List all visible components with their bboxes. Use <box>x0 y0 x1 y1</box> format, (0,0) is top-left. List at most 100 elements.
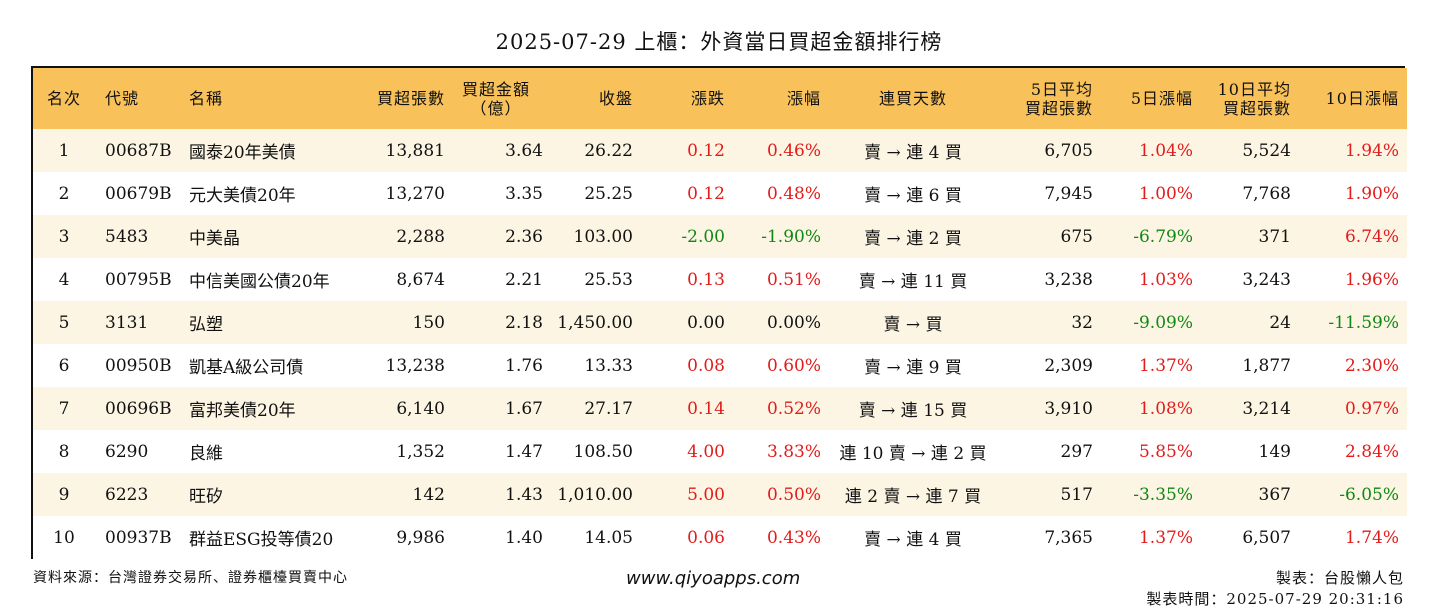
data-source: 資料來源：台灣證券交易所、證券櫃檯買賣中心 <box>33 570 348 586</box>
cell-rank: 10 <box>53 527 75 548</box>
cell-pct5: 1.08% <box>1138 398 1193 419</box>
cell-pct10: 2.30% <box>1344 355 1399 376</box>
cell-name: 旺矽 <box>189 487 223 507</box>
table-row: 10 00937B 群益ESG投等債20 9,986 1.40 14.05 0.06 0.43… <box>33 516 1407 559</box>
column-header-net-buy-lots: 買超張數 <box>376 89 445 108</box>
cell-pct: 3.83% <box>766 441 821 462</box>
cell-close: 13.33 <box>584 355 633 376</box>
cell-avg5: 675 <box>1060 226 1093 247</box>
cell-pct: 0.46% <box>766 140 821 161</box>
cell-name: 群益ESG投等債20 <box>189 530 334 550</box>
cell-pct: 0.48% <box>766 183 821 204</box>
column-header-change: 漲跌 <box>690 89 725 108</box>
cell-pct10: 1.74% <box>1344 527 1399 548</box>
cell-pct10: 0.97% <box>1344 398 1399 419</box>
cell-code: 3131 <box>105 312 149 333</box>
cell-close: 108.50 <box>573 441 633 462</box>
cell-close: 1,450.00 <box>557 312 633 333</box>
cell-change: 0.12 <box>687 140 725 161</box>
website-link[interactable]: www.qiyoapps.com <box>626 568 801 589</box>
cell-code: 5483 <box>105 226 149 247</box>
cell-rank: 4 <box>58 269 70 290</box>
cell-pct5: 1.00% <box>1138 183 1193 204</box>
cell-avg10: 149 <box>1258 441 1291 462</box>
cell-pct10: 1.96% <box>1344 269 1399 290</box>
timestamp-label: 製表時間：2025-07-29 20:31:16 <box>1146 590 1404 608</box>
ranking-table-container: 名次 代號 名稱 買超張數 買超金額 （億） 收盤 漲跌 漲幅 連買天數 5日平均 買超張數 5日漲幅 1… <box>31 66 1407 559</box>
column-header-code: 代號 <box>105 89 140 108</box>
cell-avg10: 24 <box>1269 312 1291 333</box>
cell-pct10: -6.05% <box>1339 484 1399 505</box>
cell-pct: 0.50% <box>766 484 821 505</box>
cell-net-buy-lots: 13,881 <box>385 140 445 161</box>
author-label: 製表：台股懶人包 <box>1275 569 1404 587</box>
cell-code: 00696B <box>105 398 172 419</box>
cell-name: 富邦美債20年 <box>189 401 296 421</box>
column-header-pct10: 10日漲幅 <box>1325 89 1399 108</box>
cell-pct5: 1.04% <box>1138 140 1193 161</box>
cell-change: 0.08 <box>687 355 725 376</box>
cell-avg10: 7,768 <box>1242 183 1291 204</box>
table-row: 8 6290 良維 1,352 1.47 108.50 4.00 3.83% 連 10 賣 → … <box>33 430 1407 473</box>
column-header-name: 名稱 <box>189 89 224 108</box>
ranking-table: 名次 代號 名稱 買超張數 買超金額 （億） 收盤 漲跌 漲幅 連買天數 5日平均 買超張數 5日漲幅 1… <box>33 68 1407 559</box>
column-header-avg10: 10日平均 買超張數 <box>1217 79 1291 118</box>
cell-streak: 賣 → 連 6 買 <box>864 186 962 206</box>
cell-avg5: 7,945 <box>1044 183 1093 204</box>
cell-close: 27.17 <box>584 398 633 419</box>
cell-close: 26.22 <box>584 140 633 161</box>
cell-streak: 賣 → 連 15 買 <box>858 401 968 421</box>
cell-avg5: 2,309 <box>1044 355 1093 376</box>
cell-code: 00950B <box>105 355 172 376</box>
cell-name: 中美晶 <box>189 229 240 249</box>
cell-pct: 0.52% <box>766 398 821 419</box>
cell-pct5: -9.09% <box>1133 312 1193 333</box>
cell-net-buy-amount: 1.47 <box>505 441 543 462</box>
cell-avg10: 6,507 <box>1242 527 1291 548</box>
cell-code: 6290 <box>105 441 149 462</box>
cell-pct: 0.60% <box>766 355 821 376</box>
cell-pct10: 6.74% <box>1344 226 1399 247</box>
column-header-avg5: 5日平均 買超張數 <box>1024 79 1093 118</box>
cell-pct: 0.51% <box>766 269 821 290</box>
cell-net-buy-lots: 6,140 <box>396 398 445 419</box>
cell-pct5: 5.85% <box>1138 441 1193 462</box>
cell-avg5: 3,910 <box>1044 398 1093 419</box>
cell-change: 0.00 <box>687 312 725 333</box>
cell-net-buy-lots: 13,238 <box>385 355 445 376</box>
cell-net-buy-amount: 2.21 <box>505 269 543 290</box>
cell-code: 6223 <box>105 484 149 505</box>
cell-net-buy-amount: 1.76 <box>505 355 543 376</box>
cell-rank: 1 <box>58 140 70 161</box>
cell-change: 0.13 <box>687 269 725 290</box>
cell-avg5: 6,705 <box>1044 140 1093 161</box>
cell-net-buy-lots: 142 <box>412 484 445 505</box>
table-row: 3 5483 中美晶 2,288 2.36 103.00 -2.00 -1.90% 賣 → 連 … <box>33 215 1407 258</box>
cell-code: 00687B <box>105 140 172 161</box>
table-row: 4 00795B 中信美國公債20年 8,674 2.21 25.53 0.13 0.51% 賣… <box>33 258 1407 301</box>
cell-rank: 7 <box>58 398 70 419</box>
cell-name: 元大美債20年 <box>189 186 296 206</box>
cell-net-buy-amount: 2.18 <box>505 312 543 333</box>
cell-rank: 2 <box>58 183 70 204</box>
cell-net-buy-amount: 3.64 <box>505 140 543 161</box>
cell-name: 凱基A級公司債 <box>189 358 304 378</box>
cell-avg5: 3,238 <box>1044 269 1093 290</box>
cell-streak: 賣 → 連 11 買 <box>858 272 968 292</box>
cell-rank: 8 <box>58 441 70 462</box>
cell-rank: 5 <box>58 312 70 333</box>
cell-net-buy-amount: 1.43 <box>505 484 543 505</box>
column-header-close: 收盤 <box>598 89 633 108</box>
cell-streak: 連 2 賣 → 連 7 買 <box>844 487 982 507</box>
cell-change: -2.00 <box>681 226 725 247</box>
cell-streak: 賣 → 連 4 買 <box>864 530 962 550</box>
cell-name: 國泰20年美債 <box>189 143 296 163</box>
cell-close: 25.25 <box>584 183 633 204</box>
table-row: 2 00679B 元大美債20年 13,270 3.35 25.25 0.12 0.48% 賣 … <box>33 172 1407 215</box>
table-row: 1 00687B 國泰20年美債 13,881 3.64 26.22 0.12 0.46% 賣 … <box>33 129 1407 172</box>
column-header-pct: 漲幅 <box>786 89 821 108</box>
cell-pct10: 1.90% <box>1344 183 1399 204</box>
cell-rank: 9 <box>58 484 70 505</box>
cell-net-buy-lots: 9,986 <box>396 527 445 548</box>
cell-pct: 0.43% <box>766 527 821 548</box>
